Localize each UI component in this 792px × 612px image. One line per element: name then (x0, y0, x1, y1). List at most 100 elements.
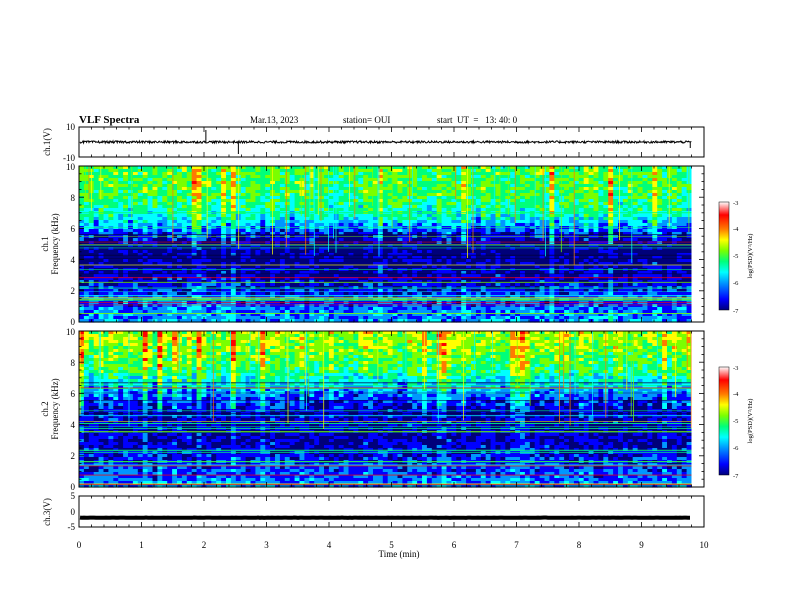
spectrogram-cell (250, 166, 256, 170)
spectrogram-cell (412, 166, 418, 170)
spectrogram-cell (686, 232, 693, 236)
spectrogram-cell (142, 190, 149, 194)
spectrogram-cell (368, 184, 374, 188)
spectrogram-cell (461, 250, 467, 254)
spectrogram-cell (392, 205, 399, 209)
spectrogram-cell (211, 271, 217, 275)
spectrogram-cell (475, 247, 482, 251)
spectrogram-cell (622, 202, 629, 206)
spectrogram-cell (485, 277, 492, 281)
spectrogram-cell (162, 217, 168, 221)
spectrogram-cell (343, 220, 350, 224)
spectrogram-cell (686, 175, 693, 179)
spectrogram-cell (436, 241, 443, 245)
spectrogram-cell (103, 229, 109, 233)
spectrogram-cell (240, 256, 247, 260)
spectrogram-cell (211, 205, 217, 209)
spectrogram-cell (686, 268, 693, 272)
spectrogram-cell (230, 256, 237, 260)
spectrogram-cell (593, 181, 599, 185)
spectrogram-cell (108, 172, 114, 176)
spectrogram-cell (426, 244, 433, 248)
spectrogram-cell (221, 232, 227, 236)
spectrogram-cell (402, 241, 408, 245)
spectrogram-cell (309, 193, 315, 197)
spectrogram-cell (500, 220, 506, 224)
spectrogram-cell (642, 214, 648, 218)
spectrogram-cell (319, 178, 325, 182)
spectrogram-cell (529, 172, 536, 176)
spectrogram-cell (549, 250, 555, 254)
spectrogram-cell (260, 268, 266, 272)
spectrogram-cell (564, 193, 570, 197)
spectrogram-cell (637, 277, 644, 281)
spectrogram-cell (490, 187, 497, 191)
spectrogram-cell (211, 190, 217, 194)
spectrogram-cell (279, 184, 286, 188)
spectrogram-cell (382, 181, 389, 185)
spectrogram-cell (446, 268, 452, 272)
spectrogram-cell (529, 181, 536, 185)
spectrogram-cell (299, 199, 305, 203)
spectrogram-cell (466, 265, 472, 269)
spectrogram-cell (495, 256, 501, 260)
spectrogram-cell (206, 208, 212, 212)
spectrogram-cell (226, 223, 232, 227)
spectrogram-cell (226, 244, 232, 248)
spectrogram-cell (240, 178, 247, 182)
spectrogram-cell (417, 280, 423, 284)
spectrogram-cell (309, 172, 315, 176)
spectrogram-cell (181, 172, 188, 176)
spectrogram-cell (392, 223, 399, 227)
spectrogram-cell (177, 238, 183, 242)
spectrogram-cell (270, 202, 276, 206)
spectrogram-cell (103, 223, 109, 227)
spectrogram-cell (83, 274, 90, 278)
spectrogram-cell (549, 256, 555, 260)
spectrogram-cell (93, 190, 100, 194)
spectrogram-cell (471, 262, 477, 266)
spectrogram-cell (593, 262, 599, 266)
spectrogram-cell (230, 238, 237, 242)
spectrogram-cell (480, 223, 487, 227)
spectrogram-cell (289, 271, 296, 275)
spectrogram-cell (137, 205, 144, 209)
spectrogram-cell (510, 193, 516, 197)
spectrogram-cell (461, 238, 467, 242)
spectrogram-cell (485, 274, 492, 278)
spectrogram-cell (662, 166, 668, 170)
spectrogram-cell (206, 241, 212, 245)
spectrogram-cell (118, 196, 124, 200)
spectrogram-cell (358, 247, 364, 251)
spectrogram-cell (505, 214, 511, 218)
spectrogram-cell (598, 202, 604, 206)
spectrogram-cell (554, 280, 560, 284)
spectrogram-cell (549, 181, 555, 185)
spectrogram-cell (505, 265, 511, 269)
spectrogram-cell (480, 277, 487, 281)
spectrogram-cell (647, 232, 653, 236)
spectrogram-cell (676, 259, 683, 263)
spectrogram-cell (157, 256, 163, 260)
spectrogram-cell (451, 244, 457, 248)
spectrogram-cell (544, 238, 550, 242)
spectrogram-cell (157, 217, 163, 221)
spectrogram-cell (191, 250, 198, 254)
spectrogram-cell (363, 187, 369, 191)
spectrogram-cell (328, 247, 335, 251)
spectrogram-cell (490, 220, 497, 224)
spectrogram-cell (573, 184, 580, 188)
spectrogram-cell (387, 247, 394, 251)
spectrogram-cell (186, 277, 193, 281)
spectrogram-cell (353, 256, 359, 260)
spectrogram-cell (358, 172, 364, 176)
spectrogram-cell (671, 262, 678, 266)
spectrogram-cell (515, 280, 521, 284)
spectrogram-cell (510, 205, 516, 209)
spectrogram-cell (289, 277, 296, 281)
spectrogram-cell (338, 220, 345, 224)
spectrogram-cell (436, 244, 443, 248)
spectrogram-cell (657, 229, 663, 233)
spectrogram-cell (583, 247, 590, 251)
spectrogram-cell (495, 214, 501, 218)
